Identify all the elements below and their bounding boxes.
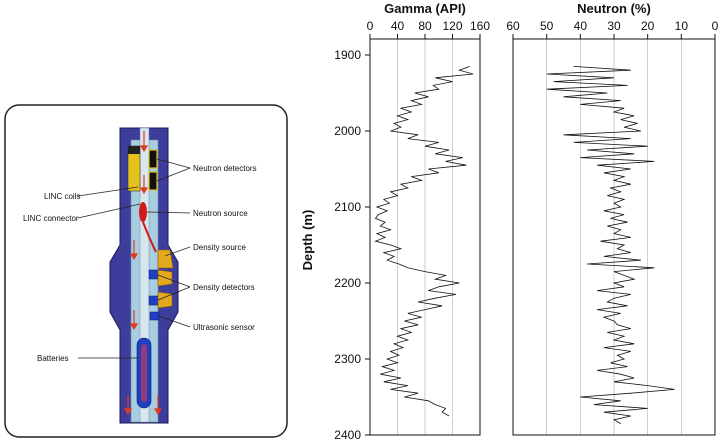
- density-window-1: [157, 269, 173, 287]
- neutron-xtick-label-1: 50: [540, 19, 554, 33]
- gamma-track: 0 40 80 120 160 Gamma (API): [367, 1, 490, 436]
- density-detector-2: [148, 295, 159, 306]
- battery-pack-core: [141, 344, 147, 402]
- leader-density-detectors-a: [157, 274, 191, 288]
- leader-linc-coils: [77, 186, 139, 197]
- leader-neutron-detectors-a: [156, 158, 191, 169]
- flow-arrow-head-4: [129, 323, 139, 331]
- leader-ultrasonic-sensor: [158, 315, 191, 328]
- ultrasonic-sensor-block: [149, 311, 160, 321]
- neutron-xtick-label-3: 30: [607, 19, 621, 33]
- neutron-curve: [546, 66, 675, 424]
- flow-arrow-head-6: [153, 408, 163, 416]
- leader-neutron-source: [146, 211, 191, 214]
- depth-ticks: 1900 2000 2100 2200 2300 2400: [334, 48, 370, 442]
- neutron-xtick-label-5: 10: [675, 19, 689, 33]
- neutron-xtick-label-2: 40: [574, 19, 588, 33]
- depth-tick-label-0: 1900: [334, 48, 361, 62]
- density-window-2: [157, 291, 173, 309]
- depth-tick-label-5: 2400: [334, 428, 361, 442]
- gamma-xtick-label-4: 160: [470, 19, 490, 33]
- leader-density-source: [164, 246, 191, 257]
- neutron-xtick-label-4: 20: [641, 19, 655, 33]
- gamma-xtick-label-1: 40: [391, 19, 405, 33]
- flow-arrow-head-3: [129, 253, 139, 261]
- neutron-source-lead: [142, 221, 157, 253]
- label-neutron-source: Neutron source: [193, 209, 248, 218]
- leader-density-detectors-b: [157, 286, 191, 301]
- label-batteries: Batteries: [37, 354, 69, 363]
- gamma-xtick-label-3: 120: [442, 19, 462, 33]
- density-source-window: [157, 249, 174, 269]
- label-density-source: Density source: [193, 243, 246, 252]
- neutron-track: 60 50 40 30 20 10 0 Neutron (%): [506, 1, 719, 436]
- gamma-frame: [369, 38, 481, 436]
- density-detector-1: [148, 269, 159, 280]
- gamma-xticks: 0 40 80 120 160: [367, 19, 490, 39]
- linc-coils-cap: [128, 146, 140, 154]
- gamma-xtick-label-0: 0: [367, 19, 374, 33]
- flow-arrow-head-5: [123, 408, 133, 416]
- neutron-xtick-label-6: 0: [712, 19, 719, 33]
- leader-linc-connector: [77, 203, 141, 219]
- neutron-source-marker: [139, 202, 147, 222]
- depth-tick-label-2: 2100: [334, 200, 361, 214]
- depth-axis: 1900 2000 2100 2200 2300 2400 Depth (m): [300, 48, 370, 442]
- label-ultrasonic-sensor: Ultrasonic sensor: [193, 323, 255, 332]
- tool-schematic: Neutron detectors LINC coils LINC connec…: [4, 104, 288, 438]
- flow-arrow-head-2: [139, 187, 149, 195]
- depth-tick-label-4: 2300: [334, 352, 361, 366]
- neutron-grid: [512, 39, 716, 435]
- neutron-frame: [512, 38, 716, 436]
- label-neutron-detectors: Neutron detectors: [193, 164, 257, 173]
- leader-neutron-detectors-b: [156, 167, 191, 182]
- neutron-xtick-label-0: 60: [506, 19, 520, 33]
- depth-tick-label-3: 2200: [334, 276, 361, 290]
- label-linc-connector: LINC connector: [23, 214, 79, 223]
- leader-lines: [77, 158, 191, 359]
- neutron-detector-1: [148, 149, 158, 169]
- depth-tick-label-1: 2000: [334, 124, 361, 138]
- neutron-title: Neutron (%): [577, 1, 651, 16]
- flow-arrows: [123, 131, 163, 416]
- gamma-title: Gamma (API): [384, 1, 466, 16]
- flow-arrow-head-1: [139, 145, 149, 153]
- gamma-curve: [374, 66, 474, 417]
- label-linc-coils: LINC coils: [44, 192, 80, 201]
- gamma-xtick-label-2: 80: [418, 19, 432, 33]
- neutron-detector-2: [148, 171, 158, 191]
- depth-axis-label: Depth (m): [300, 210, 315, 271]
- label-density-detectors: Density detectors: [193, 283, 255, 292]
- neutron-xticks: 60 50 40 30 20 10 0: [506, 19, 719, 39]
